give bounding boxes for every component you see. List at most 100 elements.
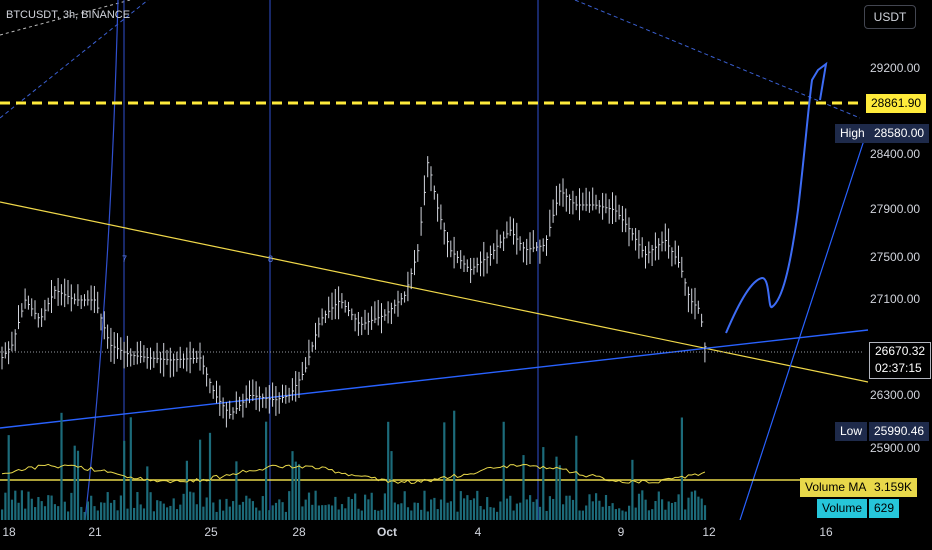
time-tick: 9 xyxy=(617,525,625,539)
volume-bar xyxy=(215,511,218,520)
currency-button[interactable]: USDT xyxy=(864,5,916,29)
volume-bar xyxy=(552,498,555,520)
volume-bar xyxy=(20,490,23,520)
volume-bar xyxy=(634,507,637,520)
volume-bar xyxy=(53,504,56,520)
volume-bar xyxy=(248,498,251,520)
volume-bar xyxy=(373,509,377,520)
volume-bar xyxy=(703,505,707,520)
volume-bar xyxy=(304,499,307,520)
volume-bar xyxy=(278,499,281,520)
volume-bar xyxy=(225,498,228,520)
volume-bar xyxy=(228,506,231,520)
volume-bar xyxy=(340,504,344,520)
blue-curve-left xyxy=(84,0,119,521)
volume-bar xyxy=(575,435,578,520)
volume-bar xyxy=(459,491,462,520)
volume-bar xyxy=(360,510,363,520)
volume-bar xyxy=(423,490,426,520)
volume-bar xyxy=(288,491,291,520)
volume-bar xyxy=(100,502,103,520)
volume-bar xyxy=(179,504,182,520)
volume-bar xyxy=(139,504,142,520)
volume-bar xyxy=(641,490,644,520)
volume-bar xyxy=(334,496,337,520)
volume-bar xyxy=(27,491,30,520)
volume-bar xyxy=(657,491,660,520)
volume-bar xyxy=(182,493,185,520)
volume-bar xyxy=(166,507,169,520)
volume-bar xyxy=(453,410,456,520)
volume-bar xyxy=(235,461,238,520)
candle-countdown: 02:37:15 xyxy=(875,361,922,375)
volume-bar xyxy=(463,498,466,520)
volume-bar xyxy=(57,506,60,520)
volume-bar xyxy=(70,492,73,520)
volume-bar xyxy=(555,456,558,520)
volume-bar xyxy=(406,507,410,520)
volume-bar xyxy=(63,501,66,520)
volume-bar xyxy=(631,459,634,520)
volume-bar xyxy=(472,498,476,520)
volume-bar xyxy=(7,435,10,520)
time-tick: 16 xyxy=(819,525,833,539)
volume-bar xyxy=(403,491,406,520)
volume-bar xyxy=(486,497,489,520)
low-badge-value: 25990.46 xyxy=(869,422,930,441)
volume-bar xyxy=(258,510,261,520)
volume-bar xyxy=(76,450,80,520)
volume-bar xyxy=(677,494,680,520)
volume-bar xyxy=(317,505,320,520)
volume-bar xyxy=(192,492,195,520)
volume-bar xyxy=(651,509,654,520)
drawing-label-8: 8 xyxy=(268,254,273,264)
drawing-label-7: 7 xyxy=(122,254,127,264)
volume-bar xyxy=(449,501,452,520)
volume-bar xyxy=(350,499,353,520)
volume-bar xyxy=(684,509,687,520)
volume-bar xyxy=(73,445,76,520)
volume-bar xyxy=(644,499,647,520)
high-badge-value: 28580.00 xyxy=(869,124,930,143)
volume-bar xyxy=(123,440,126,520)
volume-bar xyxy=(149,492,152,520)
volume-bar xyxy=(515,503,518,520)
volume-bar xyxy=(327,504,330,520)
dashed-trendline-left xyxy=(0,0,149,119)
volume-bar xyxy=(558,465,561,520)
volume-bar xyxy=(364,494,367,520)
volume-bar xyxy=(281,502,284,520)
volume-bar xyxy=(496,511,499,520)
volume-bar xyxy=(271,505,274,520)
price-tick: 25900.00 xyxy=(870,441,921,455)
volume-bar xyxy=(525,499,528,520)
volume-bar xyxy=(347,496,350,520)
volume-bar xyxy=(499,501,502,520)
volume-bar xyxy=(146,466,149,520)
volume-bar xyxy=(245,495,248,520)
volume-bar xyxy=(608,506,611,520)
volume-bar xyxy=(538,506,542,520)
volume-bar xyxy=(489,507,492,520)
volume-bar xyxy=(96,510,99,520)
volume-bar xyxy=(505,498,509,520)
time-tick: Oct xyxy=(376,525,398,539)
blue-rising-line xyxy=(739,127,869,521)
volume-bar xyxy=(17,502,20,520)
dashed-trendline-right xyxy=(574,0,861,119)
volume-bar xyxy=(443,422,446,520)
volume-bar xyxy=(34,507,37,520)
volume-bar xyxy=(532,501,535,520)
volume-bar xyxy=(624,511,627,520)
volume-bar xyxy=(568,495,571,520)
volume-bar xyxy=(4,492,7,520)
volume-bar xyxy=(218,499,221,520)
volume-bar xyxy=(578,510,581,520)
volume-bar xyxy=(212,502,215,520)
volume-bar xyxy=(156,500,159,520)
volume-bar xyxy=(393,502,396,520)
volume-bar xyxy=(426,511,429,520)
volume-bar xyxy=(397,504,400,520)
volume-bar xyxy=(208,432,212,520)
